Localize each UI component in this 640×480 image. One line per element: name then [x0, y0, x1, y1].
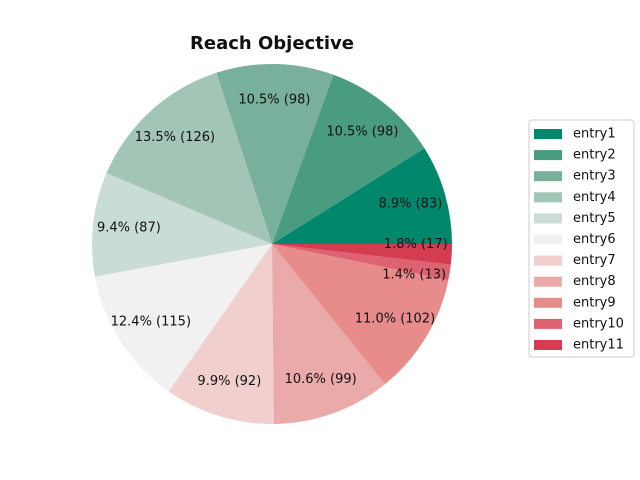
pie-slice-entry3 [216, 63, 334, 244]
legend-swatch-entry3 [534, 171, 562, 182]
pie-slice-entry9 [272, 244, 449, 385]
legend-label-entry1: entry1 [573, 127, 616, 142]
legend-swatch-entry11 [534, 340, 562, 350]
legend-swatch-entry2 [534, 150, 562, 161]
legend-swatch-entry1 [534, 129, 562, 139]
legend-label-entry4: entry4 [573, 190, 616, 205]
pie-slice-entry2 [272, 74, 425, 245]
legend-swatch-entry6 [534, 234, 562, 245]
legend-swatch-entry10 [534, 318, 562, 329]
pie-slice-entry1 [272, 148, 452, 244]
legend-label-entry9: entry9 [573, 295, 616, 310]
chart-title: Reach Objective [190, 33, 354, 54]
legend-swatch-entry7 [534, 255, 562, 266]
pie-slice-entry4 [106, 72, 273, 244]
legend-label-entry7: entry7 [573, 253, 616, 268]
legend-label-entry6: entry6 [573, 232, 616, 247]
legend-label-entry11: entry11 [573, 338, 624, 353]
legend-swatch-entry8 [534, 276, 562, 287]
legend-label-entry2: entry2 [573, 148, 616, 163]
slice-label-entry1: 8.9% (83) [378, 197, 442, 212]
pie-slices [91, 63, 452, 424]
legend-swatch-entry9 [534, 297, 562, 308]
slice-label-entry8: 10.6% (99) [285, 372, 357, 387]
legend-label-entry3: entry3 [573, 169, 616, 184]
pie-slice-entry7 [168, 244, 274, 424]
pie-slice-entry11 [272, 244, 452, 265]
pie-slice-entry8 [272, 244, 386, 424]
pie-slice-entry6 [94, 244, 272, 392]
slice-label-entry6: 12.4% (115) [111, 314, 191, 329]
legend-label-entry5: entry5 [573, 211, 616, 226]
pie-slice-entry5 [91, 173, 272, 277]
legend-swatch-entry5 [534, 213, 562, 224]
slice-label-entry7: 9.9% (92) [197, 374, 261, 389]
slice-label-entry11: 1.8% (17) [384, 237, 448, 252]
pie-slice-entry10 [272, 244, 451, 281]
slice-label-entry3: 10.5% (98) [238, 93, 310, 108]
legend-label-entry10: entry10 [573, 316, 624, 331]
legend-swatch-entry4 [534, 192, 562, 203]
slice-label-entry5: 9.4% (87) [97, 220, 161, 235]
slice-label-entry9: 11.0% (102) [355, 311, 435, 326]
slice-label-entry10: 1.4% (13) [382, 267, 446, 282]
slice-label-entry4: 13.5% (126) [135, 130, 215, 145]
legend: entry1 entry2 entry3 entry4 entry5 entry6 entr… [528, 119, 635, 358]
slice-labels: 8.9% (83) 10.5% (98) 10.5% (98) 13.5% (126)… [97, 93, 448, 390]
slice-label-entry2: 10.5% (98) [326, 124, 398, 139]
legend-label-entry8: entry8 [573, 274, 616, 289]
